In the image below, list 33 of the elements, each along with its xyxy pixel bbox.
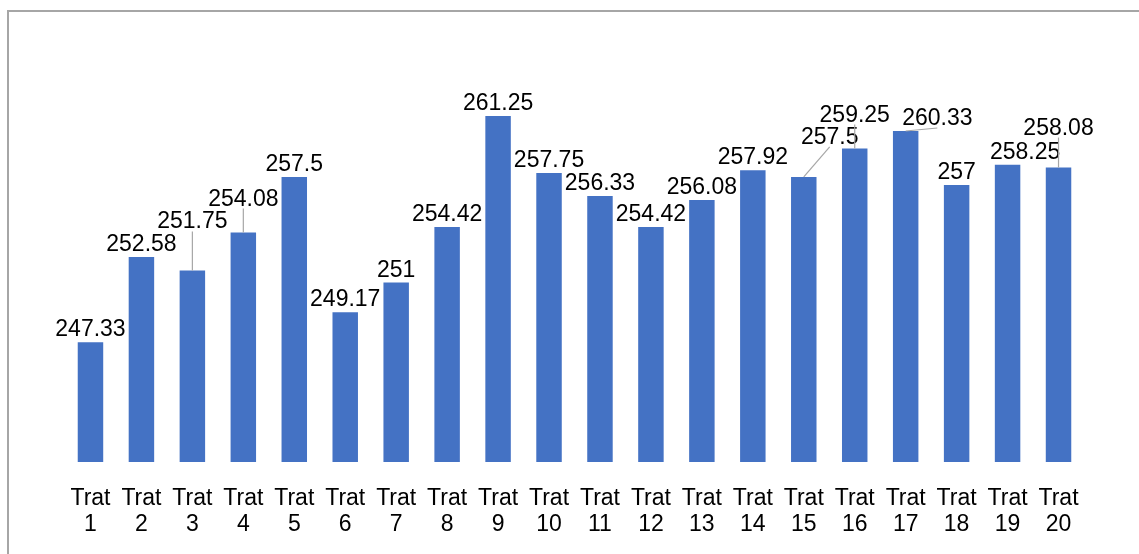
- x-tick-label: Trat 3: [172, 484, 213, 537]
- x-tick-label: Trat 5: [274, 484, 315, 537]
- x-tick-label: Trat 1: [70, 484, 112, 537]
- data-label: 256.08: [666, 173, 738, 200]
- data-label: 258.08: [1023, 113, 1094, 140]
- x-tick-label: Trat 18: [936, 484, 978, 537]
- data-label: 257.92: [717, 143, 788, 170]
- x-tick-label: Trat 17: [885, 484, 927, 537]
- x-tick-label: Trat 2: [121, 484, 163, 537]
- x-tick-label: Trat 19: [987, 484, 1029, 537]
- x-tick-label: Trat 14: [732, 484, 774, 537]
- data-label: 254.42: [615, 200, 687, 226]
- data-label: 249.17: [310, 285, 381, 312]
- data-label: 261.25: [462, 89, 534, 116]
- x-tick-label: Trat 10: [529, 484, 570, 537]
- x-tick-label: Trat 20: [1038, 484, 1080, 537]
- data-label: 260.33: [902, 104, 973, 130]
- x-tick-label: Trat 13: [681, 484, 723, 537]
- x-tick-label: Trat 6: [325, 484, 366, 537]
- data-label: 251: [376, 255, 416, 282]
- data-label: 254.42: [411, 200, 483, 226]
- data-label: 257: [937, 158, 976, 185]
- data-label: 257.5: [265, 149, 324, 176]
- x-tick-label: Trat 9: [478, 484, 519, 537]
- x-tick-label: Trat 7: [376, 484, 417, 537]
- data-label: 247.33: [55, 315, 126, 342]
- x-tick-label: Trat 8: [427, 484, 468, 537]
- x-tick-label: Trat 16: [834, 484, 876, 537]
- x-tick-label: Trat 4: [223, 484, 264, 537]
- data-label: 258.25: [989, 137, 1061, 164]
- x-tick-label: Trat 11: [579, 484, 621, 537]
- x-tick-label: Trat 12: [630, 484, 672, 537]
- x-tick-label: Trat 15: [783, 484, 825, 537]
